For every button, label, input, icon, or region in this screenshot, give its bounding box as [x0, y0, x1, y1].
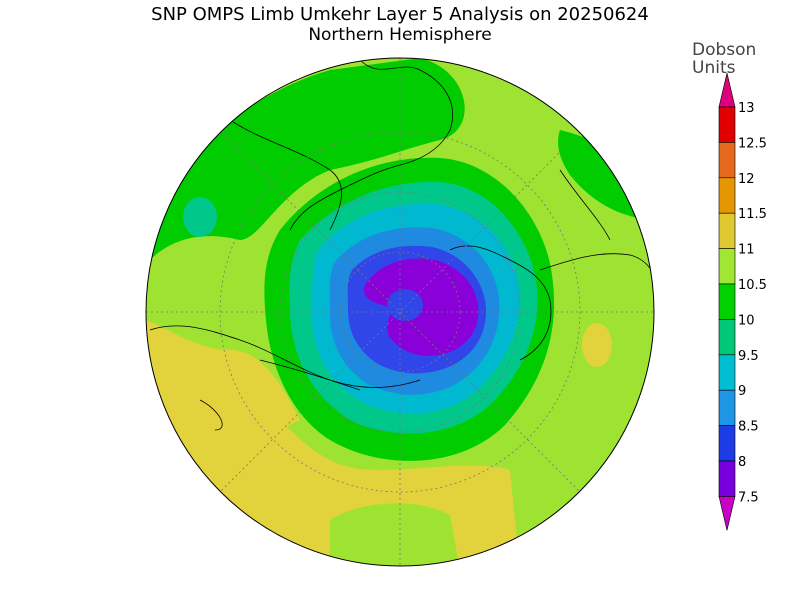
colorbar-bottom-arrow — [718, 496, 736, 531]
colorbar-tick-label: 8.5 — [738, 420, 759, 435]
colorbar-swatch — [718, 283, 736, 320]
colorbar-swatch — [718, 142, 736, 179]
field-8-pocket — [387, 289, 423, 321]
colorbar-swatch — [718, 389, 736, 426]
colorbar-top-arrow — [718, 72, 736, 108]
colorbar-tick-label: 13 — [738, 101, 755, 116]
field-9.5-west — [183, 197, 217, 237]
colorbar-tick-label: 10 — [738, 313, 755, 328]
coastlines — [149, 59, 654, 431]
colorbar-tick-label: 11 — [738, 243, 755, 258]
field-11-east — [582, 323, 612, 367]
colorbar-swatch — [718, 425, 736, 462]
colorbar-tick-label: 9.5 — [738, 349, 759, 364]
colorbar-swatch — [718, 460, 736, 497]
colorbar-swatch — [718, 212, 736, 249]
colorbar-swatch — [718, 177, 736, 214]
field-11-west — [146, 320, 300, 440]
map-boundary — [145, 57, 655, 567]
colorbar-tick-label: 7.5 — [738, 490, 759, 505]
field-10.5-south — [330, 503, 460, 566]
colorbar-swatch — [718, 354, 736, 391]
colorbar-tick-label: 9 — [738, 384, 746, 399]
colorbar-swatch — [718, 106, 736, 143]
field-10-north — [150, 58, 465, 260]
colorbar-tick-label: 12 — [738, 172, 755, 187]
ozone-field — [146, 58, 654, 566]
graticule — [146, 58, 654, 566]
map-subtitle: Northern Hemisphere — [308, 25, 492, 45]
colorbar-tick-label: 8 — [738, 455, 746, 470]
colorbar-tick-label: 11.5 — [738, 207, 767, 222]
colorbar-unit-line1: Dobson — [692, 40, 757, 60]
colorbar-tick-label: 12.5 — [738, 136, 767, 151]
colorbar-swatch — [718, 319, 736, 356]
map-title: SNP OMPS Limb Umkehr Layer 5 Analysis on… — [151, 4, 649, 25]
colorbar-unit-line2: Units — [692, 58, 736, 78]
colorbar-swatch — [718, 248, 736, 285]
colorbar-tick-label: 10.5 — [738, 278, 767, 293]
